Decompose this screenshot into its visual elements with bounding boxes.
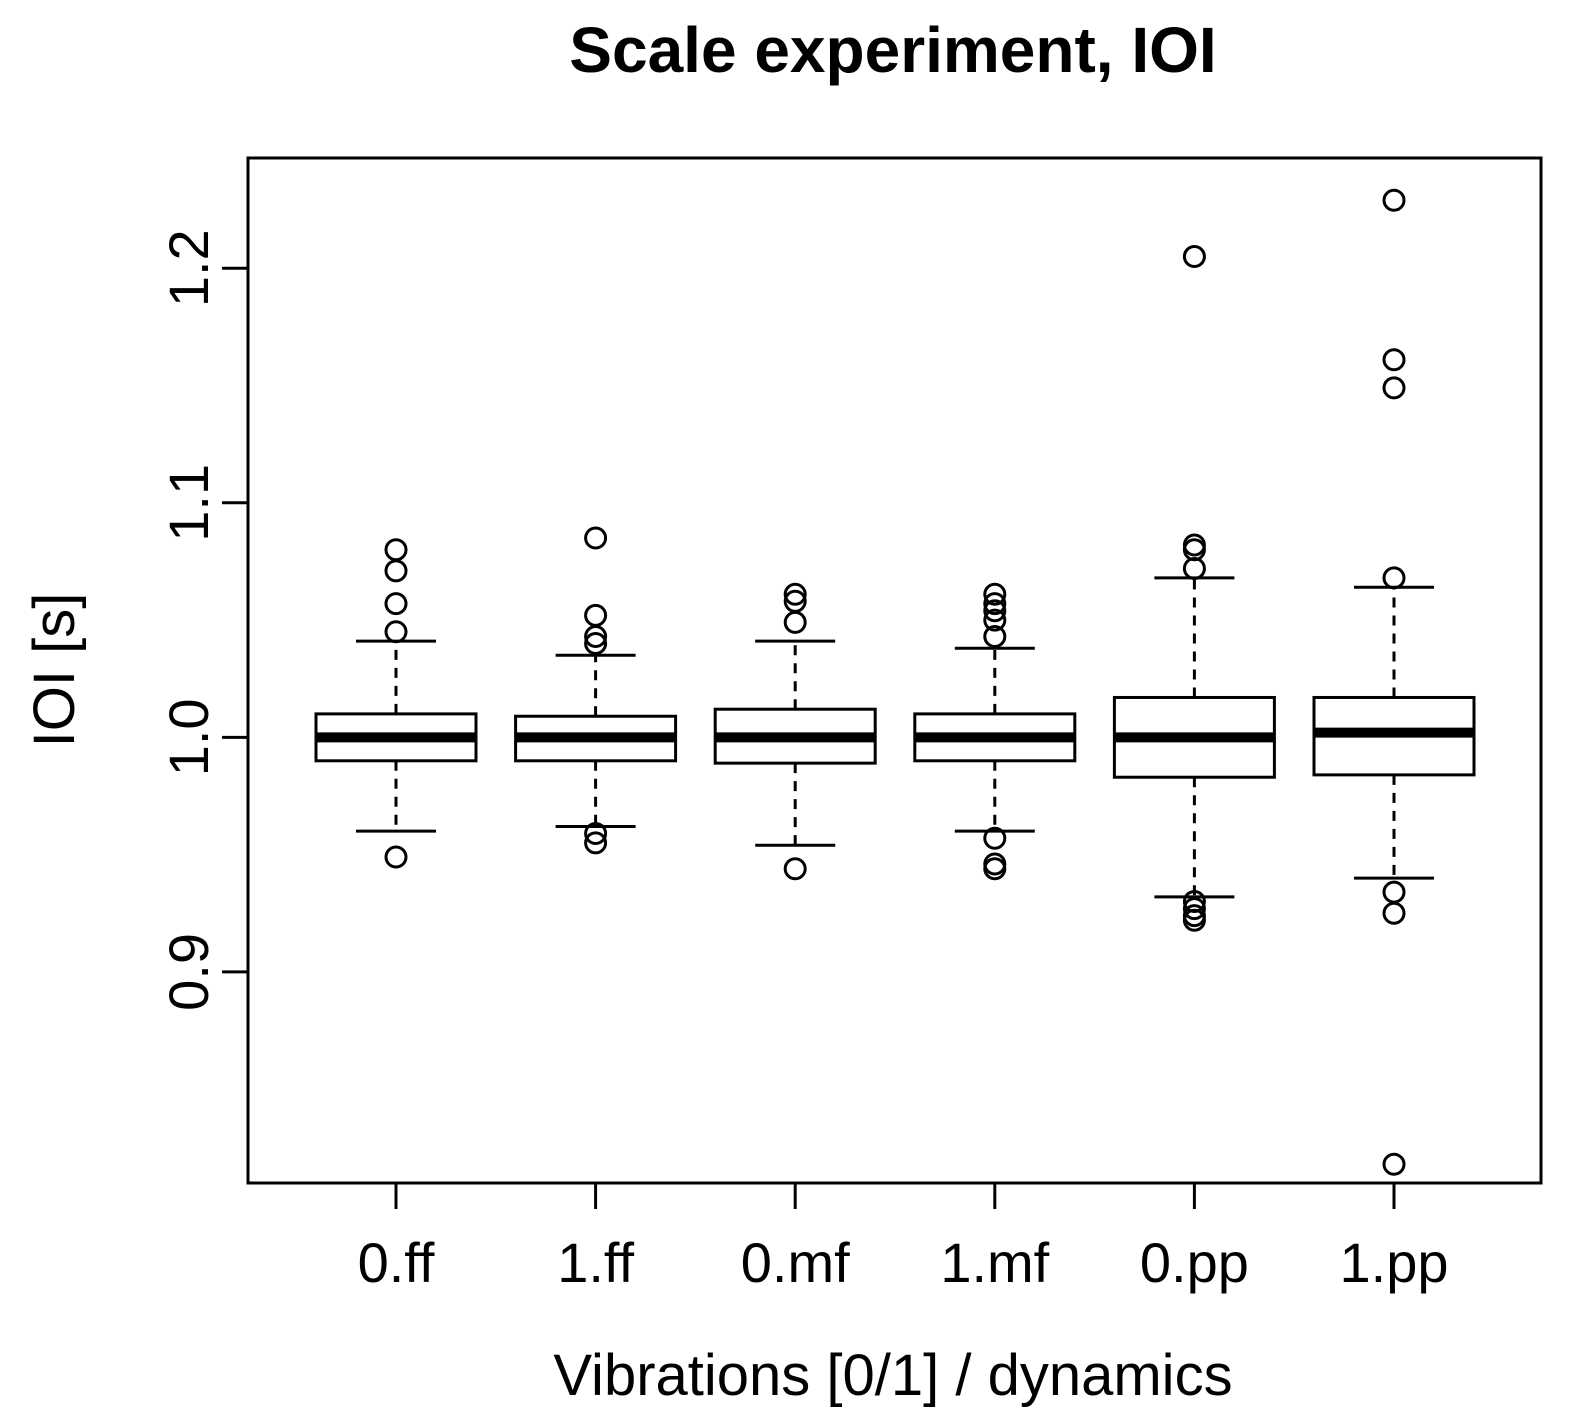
outlier-point — [1182, 556, 1206, 580]
box-group — [514, 526, 678, 855]
outlier-point — [1182, 890, 1206, 914]
outlier-point — [384, 592, 408, 616]
outlier-point — [1382, 1152, 1406, 1176]
outlier-point — [983, 608, 1007, 632]
outlier-point — [983, 599, 1007, 623]
outlier-point — [783, 589, 807, 613]
y-tick-label: 1.1 — [157, 464, 220, 542]
outlier-point — [783, 582, 807, 606]
y-tick-label: 1.2 — [157, 229, 220, 307]
outlier-point — [584, 603, 608, 627]
outlier-point — [1382, 566, 1406, 590]
x-axis: 0.ff 1.ff 0.mf 1.mf 0.pp 1.pp — [358, 1181, 1449, 1294]
outlier-point — [384, 538, 408, 562]
y-tick-label: 1.0 — [157, 698, 220, 776]
box-group — [314, 538, 478, 869]
outlier-point — [384, 559, 408, 583]
outlier-point — [1182, 245, 1206, 269]
x-tick-label: 1.pp — [1340, 1231, 1449, 1294]
y-axis-label: IOI [s] — [22, 593, 87, 748]
boxes-layer — [314, 188, 1476, 1176]
box-group — [713, 582, 877, 881]
x-tick-label: 1.mf — [940, 1231, 1049, 1294]
outlier-point — [1382, 188, 1406, 212]
x-tick-label: 0.ff — [358, 1231, 435, 1294]
y-tick-label: 0.9 — [157, 933, 220, 1011]
outlier-point — [783, 857, 807, 881]
outlier-point — [983, 592, 1007, 616]
box-group — [1112, 245, 1276, 932]
outlier-point — [983, 857, 1007, 881]
x-tick-label: 1.ff — [557, 1231, 634, 1294]
x-tick-label: 0.mf — [741, 1231, 850, 1294]
y-axis: 0.9 1.0 1.1 1.2 — [157, 229, 250, 1011]
box-group — [913, 582, 1077, 881]
outlier-point — [983, 826, 1007, 850]
x-tick-label: 0.pp — [1140, 1231, 1249, 1294]
outlier-point — [783, 610, 807, 634]
plot-frame — [246, 156, 1543, 1185]
outlier-point — [584, 632, 608, 656]
outlier-point — [584, 822, 608, 846]
outlier-point — [1382, 901, 1406, 925]
outlier-point — [1182, 908, 1206, 932]
outlier-point — [384, 620, 408, 644]
outlier-point — [1382, 880, 1406, 904]
outlier-point — [983, 852, 1007, 876]
box-group — [1312, 188, 1476, 1176]
outlier-point — [1182, 904, 1206, 928]
outlier-point — [1182, 538, 1206, 562]
outlier-point — [983, 582, 1007, 606]
outlier-point — [1382, 348, 1406, 372]
outlier-point — [584, 831, 608, 855]
outlier-point — [384, 845, 408, 869]
x-axis-label: Vibrations [0/1] / dynamics — [553, 1343, 1232, 1408]
outlier-point — [1382, 376, 1406, 400]
outlier-point — [584, 526, 608, 550]
chart-title: Scale experiment, IOI — [569, 14, 1216, 86]
outlier-point — [983, 624, 1007, 648]
outlier-point — [1182, 897, 1206, 921]
outlier-point — [1182, 533, 1206, 557]
